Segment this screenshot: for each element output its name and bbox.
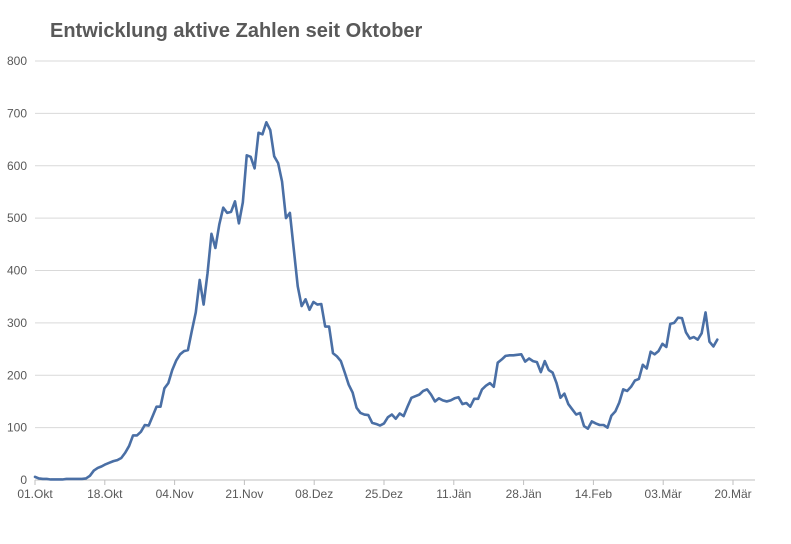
y-tick-label: 600 xyxy=(7,159,27,173)
x-tick-label: 21.Nov xyxy=(225,487,263,501)
x-tick-label: 08.Dez xyxy=(295,487,333,501)
series-line-0 xyxy=(33,120,719,481)
x-axis-ticks: 01.Okt 18.Okt 04.Nov 21.Nov 08.Dez 25.Dez 11.J… xyxy=(17,480,752,501)
y-tick-label: 800 xyxy=(7,54,27,68)
x-tick-label: 03.Mär xyxy=(645,487,682,501)
y-tick-label: 300 xyxy=(7,316,27,330)
gridlines xyxy=(35,60,755,481)
x-tick-label: 20.Mär xyxy=(714,487,751,501)
y-tick-label: 700 xyxy=(7,106,27,120)
x-tick-label: 14.Feb xyxy=(575,487,613,501)
x-tick-label: 11.Jän xyxy=(436,487,471,501)
y-tick-label: 400 xyxy=(7,264,27,278)
y-tick-label: 200 xyxy=(7,368,27,382)
x-tick-label: 01.Okt xyxy=(17,487,53,501)
y-tick-label: 100 xyxy=(7,421,27,435)
y-tick-label: 500 xyxy=(7,211,27,225)
chart-title: Entwicklung aktive Zahlen seit Oktober xyxy=(50,20,423,42)
y-tick-label: 0 xyxy=(20,473,27,487)
y-axis-ticks: 0 100 200 300 400 500 600 700 800 xyxy=(7,54,27,487)
x-tick-label: 28.Jän xyxy=(506,487,542,501)
x-tick-label: 18.Okt xyxy=(87,487,123,501)
x-tick-label: 25.Dez xyxy=(365,487,403,501)
x-tick-label: 04.Nov xyxy=(156,487,194,501)
series-layer xyxy=(33,120,719,481)
